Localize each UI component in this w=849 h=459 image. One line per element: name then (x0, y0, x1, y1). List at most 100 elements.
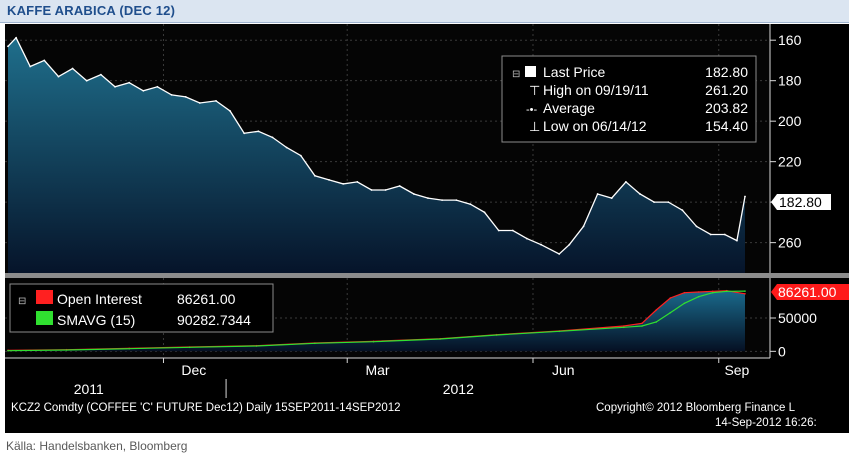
legend-average-value: 203.82 (705, 100, 748, 116)
price-point (314, 174, 316, 177)
price-point (57, 75, 60, 78)
last-price-swatch (525, 66, 536, 77)
open-interest-point (641, 322, 643, 325)
x-month-label: Jun (552, 362, 575, 378)
price-point (342, 183, 345, 185)
smavg-point (255, 345, 258, 347)
chart-svg: 260240220200180160500000DecMarJunSep2011… (5, 24, 849, 429)
price-point (384, 189, 387, 191)
legend-average-label: Average (543, 100, 595, 116)
legend-low-label: Low on 06/14/12 (543, 118, 647, 134)
price-point (427, 197, 429, 200)
source-note: Källa: Handelsbanken, Bloomberg (6, 439, 188, 453)
open-interest-point (669, 297, 672, 299)
price-tag-value: 182.80 (779, 194, 822, 210)
price-point (497, 229, 500, 232)
low-marker-icon: ⊥ (529, 119, 540, 134)
collapse-icon[interactable]: ⊟ (512, 69, 520, 80)
title-bar: KAFFE ARABICA (DEC 12) (0, 0, 849, 23)
price-point (639, 193, 641, 195)
price-point (215, 100, 217, 102)
price-point (736, 239, 738, 242)
smavg-point (495, 334, 498, 336)
price-point (625, 181, 627, 183)
oi-legend-box (9, 283, 274, 333)
price-point (257, 130, 260, 133)
oi-area (7, 289, 746, 352)
price-point (558, 253, 561, 255)
price-point (271, 136, 274, 139)
price-point (568, 243, 571, 246)
open-interest-point (623, 325, 625, 327)
price-point (285, 146, 288, 149)
smavg-point (623, 326, 625, 329)
price-point (413, 193, 415, 195)
bloomberg-terminal: 260240220200180160500000DecMarJunSep2011… (5, 24, 849, 433)
price-point (744, 195, 746, 198)
open-interest-point (683, 291, 686, 294)
price-point (582, 225, 585, 228)
price-point (469, 203, 472, 206)
panel-divider (5, 273, 849, 278)
oi-legend: ⊟ Open Interest 86261.00 SMAVG (15) 9028… (9, 283, 274, 333)
price-point (229, 110, 232, 112)
oi-collapse-icon[interactable]: ⊟ (18, 296, 26, 307)
smavg-point (697, 295, 700, 298)
footer-copyright: Copyright© 2012 Bloomberg Finance L (596, 402, 796, 414)
legend-high-value: 261.20 (705, 82, 748, 98)
smavg-point (7, 349, 9, 352)
oi-tick-label: 0 (778, 343, 786, 359)
x-year-label: 2011 (74, 381, 104, 397)
footer-timestamp: 14-Sep-2012 16:26: (715, 417, 817, 429)
price-point (540, 243, 542, 246)
price-tag-bg (771, 194, 831, 210)
legend-oi-value: 86261.00 (177, 291, 236, 307)
smavg-swatch (36, 311, 53, 325)
price-area-fill (8, 37, 745, 273)
price-point (100, 73, 102, 76)
smavg-point (744, 290, 746, 292)
smavg-point (641, 325, 643, 327)
price-point (709, 233, 712, 236)
oi-area-fill (8, 290, 745, 352)
oi-tag-bg (771, 284, 849, 300)
price-point (370, 189, 373, 191)
price-point (43, 59, 46, 62)
price-point (114, 85, 116, 88)
x-month-label: Mar (365, 362, 389, 378)
smavg-point (372, 340, 375, 343)
price-legend-box (501, 55, 757, 143)
price-point (7, 45, 9, 48)
price-point (85, 79, 88, 82)
smavg-point (128, 347, 130, 350)
smavg-point (65, 349, 68, 351)
price-point (29, 65, 32, 68)
legend-last-price-label: Last Price (543, 64, 605, 80)
legend-low-value: 154.40 (705, 118, 748, 134)
smavg-point (314, 342, 316, 345)
x-month-label: Dec (181, 362, 206, 378)
x-year-label: 2012 (443, 381, 474, 397)
average-marker-icon: -•- (526, 104, 538, 116)
price-tick-label: 220 (778, 154, 802, 170)
smavg-point (655, 321, 657, 323)
legend-oi-label: Open Interest (57, 291, 142, 307)
legend-smavg-value: 90282.7344 (177, 312, 251, 328)
axes: 260240220200180160500000DecMarJunSep2011… (5, 24, 817, 398)
price-point (483, 211, 486, 214)
x-month-label: Sep (724, 362, 749, 378)
price-point (356, 181, 359, 183)
oi-tag: 86261.00 (771, 284, 849, 300)
price-tag: 182.80 (771, 194, 831, 210)
smavg-point (558, 330, 560, 333)
price-point (610, 197, 613, 200)
smavg-point (711, 291, 714, 294)
price-point (511, 229, 514, 232)
price-point (681, 209, 684, 212)
price-tick-label: 260 (778, 235, 802, 251)
open-interest-swatch (36, 290, 53, 304)
price-point (299, 154, 302, 157)
open-interest-point (744, 293, 746, 295)
legend-last-price-value: 182.80 (705, 64, 748, 80)
legend-smavg-label: SMAVG (15) (57, 312, 135, 328)
